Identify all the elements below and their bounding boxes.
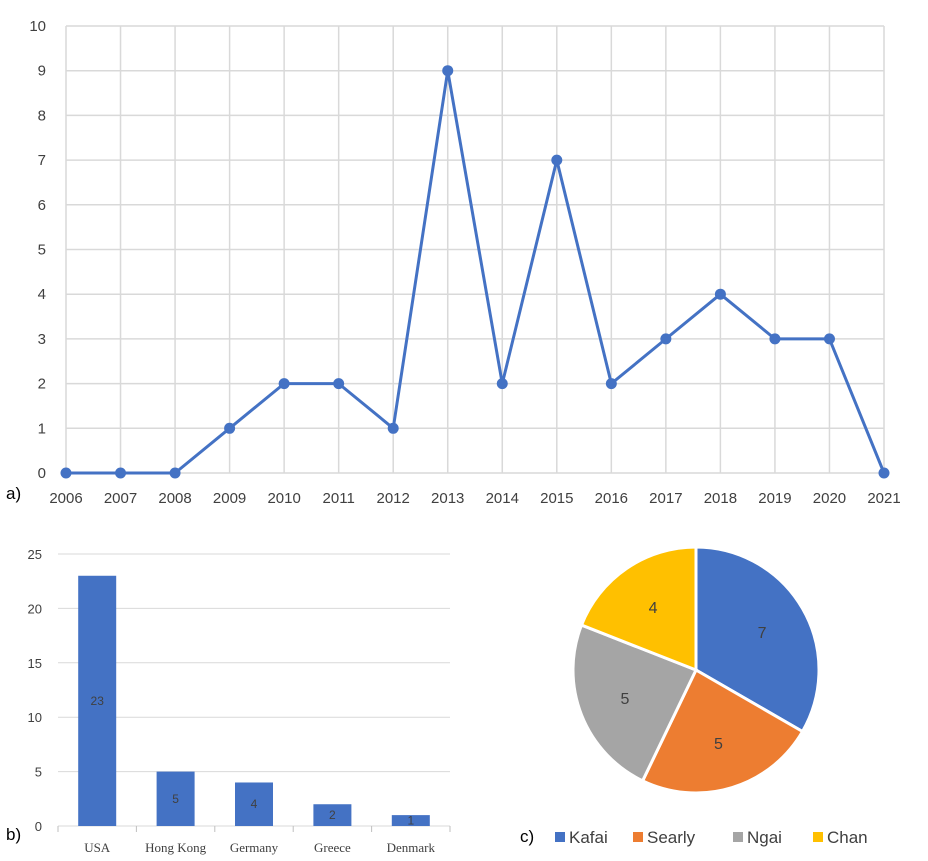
- bar-chart: 0 5 10 15 20 25 23 USA 5 Hong Kong 4 Germany 2 Greece…: [28, 547, 451, 855]
- bar: [156, 771, 195, 826]
- y-tick-label: 15: [28, 656, 42, 671]
- pie-data-label: 5: [621, 691, 630, 708]
- x-tick-label: Greece: [314, 840, 351, 855]
- y-tick-label: 3: [38, 331, 46, 348]
- legend-label: Chan: [827, 828, 868, 847]
- y-tick-label: 7: [38, 152, 46, 169]
- data-point: [551, 154, 563, 166]
- legend-swatch: [555, 832, 565, 842]
- bar-data-label: 5: [172, 792, 179, 806]
- data-point: [60, 467, 72, 479]
- panel-label-c: c): [520, 827, 534, 846]
- x-tick-label: 2009: [213, 490, 246, 507]
- y-tick-label: 1: [38, 420, 46, 437]
- y-tick-label: 10: [28, 710, 42, 725]
- data-point: [823, 333, 835, 345]
- pie-data-label: 7: [758, 625, 767, 642]
- bar-data-label: 4: [251, 797, 258, 811]
- pie-chart: 7 5 5 4 Kafai Searly Ngai Chan: [555, 545, 868, 847]
- y-tick-label: 0: [35, 819, 42, 834]
- x-tick-label: 2014: [486, 490, 519, 507]
- legend-swatch: [813, 832, 823, 842]
- pie-slice: [571, 623, 699, 783]
- x-tick-label: 2020: [813, 490, 846, 507]
- data-point: [496, 378, 508, 390]
- x-tick-label: 2017: [649, 490, 682, 507]
- legend-label: Searly: [647, 828, 696, 847]
- pie-slice: [579, 545, 698, 673]
- panel-label-a: a): [6, 484, 21, 503]
- line-chart: 0 1 2 3 4 5 6 7 8 9 10 2006 2007 2008 2009 2010 2011 2012…: [29, 18, 900, 507]
- x-tick-label: 2007: [104, 490, 137, 507]
- series-line: [66, 69, 886, 475]
- y-tick-label: 0: [38, 465, 46, 482]
- x-tick-label: 2015: [540, 490, 573, 507]
- x-tick-label: Hong Kong: [145, 840, 207, 855]
- y-tick-label: 8: [38, 107, 46, 124]
- x-tick-label: 2012: [377, 490, 410, 507]
- data-point: [605, 378, 617, 390]
- y-tick-label: 20: [28, 601, 42, 616]
- x-tick-label: 2018: [704, 490, 737, 507]
- data-point: [714, 288, 726, 300]
- y-tick-label: 9: [38, 63, 46, 80]
- bar: [313, 804, 352, 826]
- data-point: [660, 333, 672, 345]
- bar-data-label: 2: [329, 808, 336, 822]
- y-tick-label: 6: [38, 197, 46, 214]
- data-point: [278, 378, 290, 390]
- x-tick-label: 2013: [431, 490, 464, 507]
- bar: [391, 815, 430, 826]
- data-point: [878, 467, 890, 479]
- y-tick-label: 10: [29, 18, 46, 35]
- panel-label-b: b): [6, 825, 21, 844]
- y-tick-label: 4: [38, 286, 46, 303]
- bar-data-label: 23: [91, 694, 105, 708]
- y-tick-label: 5: [35, 765, 42, 780]
- y-tick-label: 25: [28, 547, 42, 562]
- x-tick-label: USA: [84, 840, 111, 855]
- data-point: [169, 467, 181, 479]
- legend-swatch: [633, 832, 643, 842]
- legend-label: Ngai: [747, 828, 782, 847]
- data-point: [769, 333, 781, 345]
- x-tick-label: 2021: [867, 490, 900, 507]
- data-point: [115, 467, 127, 479]
- bar: [235, 782, 273, 826]
- legend-swatch: [733, 832, 743, 842]
- x-tick-label: 2016: [595, 490, 628, 507]
- data-point: [442, 65, 454, 77]
- data-point: [333, 378, 345, 390]
- bar: [78, 575, 117, 826]
- pie-data-label: 4: [649, 600, 658, 617]
- x-tick-label: 2006: [49, 490, 82, 507]
- x-tick-label: Denmark: [387, 840, 436, 855]
- data-point: [224, 422, 236, 434]
- pie-slice: [694, 545, 821, 734]
- legend-label: Kafai: [569, 828, 608, 847]
- y-tick-label: 2: [38, 376, 46, 393]
- x-tick-label: 2010: [267, 490, 300, 507]
- data-point: [387, 422, 399, 434]
- x-tick-label: 2008: [158, 490, 191, 507]
- pie-data-label: 5: [714, 736, 723, 753]
- bar-data-label: 1: [407, 814, 414, 828]
- x-tick-label: Germany: [230, 840, 279, 855]
- y-tick-label: 5: [38, 242, 46, 259]
- x-tick-label: 2019: [758, 490, 791, 507]
- x-tick-label: 2011: [323, 490, 355, 507]
